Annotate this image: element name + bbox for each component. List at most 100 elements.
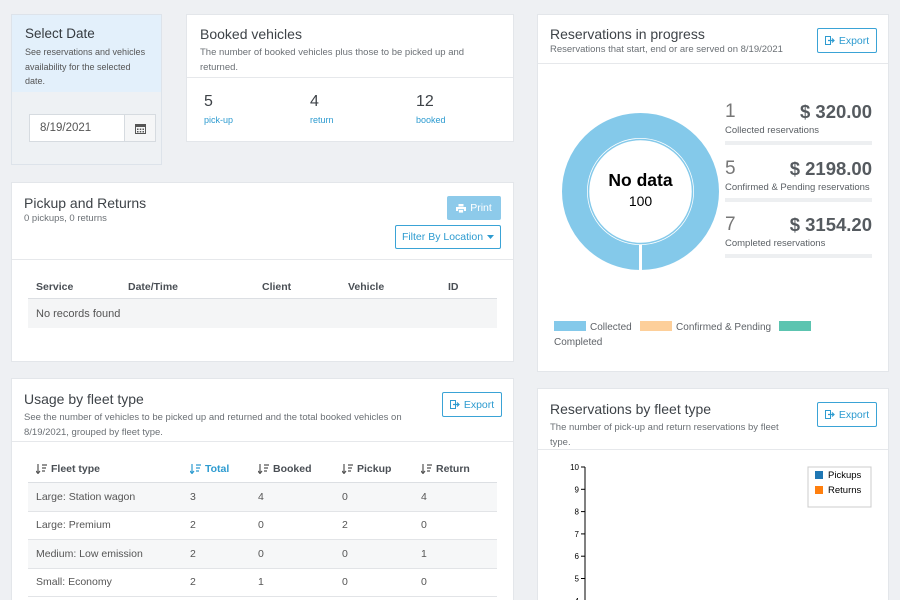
calendar-button[interactable] <box>124 114 156 142</box>
cell-return: 1 <box>421 547 427 560</box>
cell-pickup: 2 <box>342 519 348 532</box>
stat-label[interactable]: return <box>310 115 334 125</box>
sort-icon <box>342 463 353 474</box>
sort-icon <box>421 463 432 474</box>
column-header-id[interactable]: ID <box>448 280 459 293</box>
stat-value: 4 <box>310 93 319 110</box>
export-label: Export <box>838 408 870 421</box>
select-date-description: See reservations and vehicles availabili… <box>25 47 146 86</box>
stat-value: 12 <box>416 93 434 110</box>
cell-total: 3 <box>190 490 196 503</box>
table-header: Fleet type Total Booked Pickup Return <box>28 455 497 483</box>
cell-pickup: 0 <box>342 490 348 503</box>
divider <box>187 77 513 78</box>
reservations-by-fleet-type-panel: Reservations by fleet type The number of… <box>537 388 889 600</box>
reservation-label: Confirmed & Pending reservations <box>725 182 870 193</box>
cell-booked: 0 <box>258 519 264 532</box>
reservation-count: 5 <box>725 158 736 179</box>
cell-fleet-type: Medium: Low emission <box>36 547 143 560</box>
progress-bar <box>725 198 872 202</box>
table-header: Service Date/Time Client Vehicle ID <box>28 275 497 299</box>
y-tick-label: 6 <box>575 552 580 561</box>
cell-booked: 1 <box>258 576 264 589</box>
usage-by-fleet-type-panel: Usage by fleet type See the number of ve… <box>11 378 514 600</box>
pickup-returns-title: Pickup and Returns <box>24 195 147 211</box>
divider <box>538 449 888 450</box>
legend-swatch <box>640 321 673 331</box>
cell-return: 0 <box>421 519 427 532</box>
cell-return: 0 <box>421 576 427 589</box>
column-header-pickup[interactable]: Pickup <box>342 463 421 475</box>
reservations-donut-chart: No data 100 <box>562 113 719 270</box>
fleet-chart-description: The number of pick-up and return reserva… <box>550 422 779 448</box>
usage-description: See the number of vehicles to be picked … <box>24 412 402 438</box>
y-tick-label: 7 <box>575 530 580 539</box>
column-header-label: Fleet type <box>51 462 101 475</box>
reservation-amount: $ 2198.00 <box>789 158 872 179</box>
stat-label[interactable]: pick-up <box>204 115 234 125</box>
legend-label: Completed <box>554 337 603 348</box>
column-header-client[interactable]: Client <box>262 280 292 293</box>
column-header-service[interactable]: Service <box>36 280 74 293</box>
legend-item-collected[interactable]: Collected <box>554 321 632 333</box>
column-header-return[interactable]: Return <box>421 463 497 475</box>
chart-legend: Pickups Returns <box>807 466 872 508</box>
column-header-total[interactable]: Total <box>190 463 258 475</box>
export-icon <box>824 36 835 45</box>
sort-icon <box>36 463 47 474</box>
reservations-in-progress-panel: Reservations in progress Reservations th… <box>537 14 889 372</box>
cell-booked: 0 <box>258 547 264 560</box>
donut-value: 100 <box>629 193 653 209</box>
reservation-count: 7 <box>725 214 736 235</box>
column-header-datetime[interactable]: Date/Time <box>128 280 178 293</box>
cell-pickup: 0 <box>342 547 348 560</box>
select-date-header: Select Date See reservations and vehicle… <box>12 15 161 92</box>
reservation-label: Collected reservations <box>725 125 819 136</box>
table-row: Large: Premium 2 0 2 0 <box>28 512 497 540</box>
empty-state: No records found <box>28 299 497 328</box>
y-tick-label: 9 <box>575 485 580 494</box>
column-header-label: Total <box>205 462 230 475</box>
usage-title: Usage by fleet type <box>24 391 144 407</box>
cell-total: 2 <box>190 519 196 532</box>
y-axis: 10 9 8 7 6 5 4 <box>570 463 586 600</box>
reservation-count: 1 <box>725 101 736 122</box>
export-button[interactable]: Export <box>817 402 877 427</box>
cell-fleet-type: Large: Station wagon <box>36 490 136 503</box>
print-label: Print <box>470 202 492 214</box>
cell-return: 4 <box>421 490 427 503</box>
y-tick-label: 10 <box>570 463 579 472</box>
column-header-vehicle[interactable]: Vehicle <box>348 280 385 293</box>
export-icon <box>449 400 460 409</box>
column-header-booked[interactable]: Booked <box>258 463 342 475</box>
progress-bar <box>725 254 872 258</box>
cell-booked: 4 <box>258 490 264 503</box>
filter-by-location-dropdown[interactable]: Filter By Location <box>395 225 501 249</box>
export-button[interactable]: Export <box>817 28 877 53</box>
export-button[interactable]: Export <box>442 392 502 417</box>
cell-pickup: 0 <box>342 576 348 589</box>
stat-label[interactable]: booked <box>416 115 446 125</box>
print-button[interactable]: Print <box>447 196 501 220</box>
table-row: Small: Economy 2 1 0 0 <box>28 569 497 597</box>
column-header-fleet-type[interactable]: Fleet type <box>28 463 190 475</box>
export-label: Export <box>463 398 495 411</box>
legend-label: Confirmed & Pending <box>676 322 772 333</box>
donut-inner <box>587 138 694 245</box>
cell-total: 2 <box>190 576 196 589</box>
reservations-description: Reservations that start, end or are serv… <box>550 44 783 55</box>
donut-legend: Collected Confirmed & Pending Completed <box>554 320 874 350</box>
table-row: Large: Station wagon 3 4 0 4 <box>28 483 497 512</box>
date-field[interactable]: 8/19/2021 <box>29 114 125 142</box>
export-icon <box>824 410 835 419</box>
stat-return: 4 return <box>310 93 334 125</box>
fleet-bar-chart: 10 9 8 7 6 5 4 Pickups Returns <box>570 463 872 600</box>
table-body: Large: Station wagon 3 4 0 4 Large: Prem… <box>28 483 497 597</box>
select-date-panel: Select Date See reservations and vehicle… <box>11 14 162 165</box>
legend-item-confirmed-pending[interactable]: Confirmed & Pending <box>640 321 772 333</box>
pickup-returns-table: Service Date/Time Client Vehicle ID No r… <box>28 275 497 328</box>
select-date-title: Select Date <box>25 26 95 41</box>
print-icon <box>456 203 467 213</box>
legend-item-completed[interactable]: Completed <box>554 321 815 348</box>
usage-table: Fleet type Total Booked Pickup Return La… <box>28 455 497 597</box>
